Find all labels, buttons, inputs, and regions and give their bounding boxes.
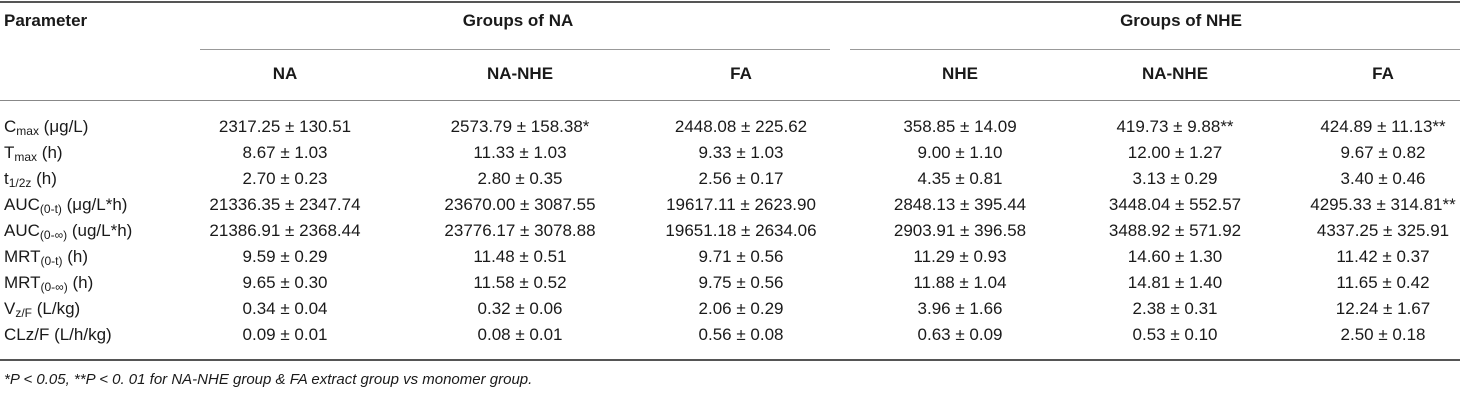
value-cell: 4295.33 ± 314.81** (1310, 195, 1456, 214)
value-cell: 3488.92 ± 571.92 (1108, 221, 1242, 240)
value-cell: 23670.00 ± 3087.55 (444, 195, 596, 214)
column-header: FA (730, 64, 752, 83)
value-cell: 9.33 ± 1.03 (698, 143, 784, 162)
value-cell: 8.67 ± 1.03 (242, 143, 328, 162)
value-cell: 11.33 ± 1.03 (473, 143, 567, 162)
column-header: NA-NHE (1141, 64, 1209, 83)
value-cell: 2.38 ± 0.31 (1132, 299, 1218, 318)
value-cell: 11.88 ± 1.04 (913, 273, 1007, 292)
parameter-cell: MRT(0-t) (h) (4, 247, 89, 268)
value-cell: 9.75 ± 0.56 (698, 273, 784, 292)
value-cell: 21336.35 ± 2347.74 (209, 195, 361, 214)
parameter-cell: MRT(0-∞) (h) (4, 273, 94, 294)
value-cell: 2848.13 ± 395.44 (893, 195, 1027, 214)
value-cell: 0.53 ± 0.10 (1132, 325, 1218, 344)
value-cell: 14.81 ± 1.40 (1127, 273, 1223, 292)
value-cell: 0.32 ± 0.06 (477, 299, 563, 318)
column-header: FA (1372, 64, 1394, 83)
parameter-cell: AUC(0-t) (μg/L*h) (4, 195, 128, 216)
value-cell: 2573.79 ± 158.38* (450, 117, 590, 136)
value-cell: 21386.91 ± 2368.44 (209, 221, 361, 240)
value-cell: 3448.04 ± 552.57 (1108, 195, 1242, 214)
value-cell: 11.29 ± 0.93 (913, 247, 1007, 266)
group-na-header: Groups of NA (462, 11, 574, 30)
column-header: NA-NHE (486, 64, 554, 83)
value-cell: 419.73 ± 9.88** (1116, 117, 1234, 136)
value-cell: 9.67 ± 0.82 (1340, 143, 1426, 162)
parameter-cell: Cmax (μg/L) (4, 117, 89, 138)
parameter-cell: CLz/F (L/h/kg) (4, 325, 112, 344)
table-top-rule (0, 1, 1460, 3)
value-cell: 3.13 ± 0.29 (1132, 169, 1218, 188)
value-cell: 11.48 ± 0.51 (473, 247, 567, 266)
value-cell: 4337.25 ± 325.91 (1316, 221, 1450, 240)
value-cell: 358.85 ± 14.09 (903, 117, 1017, 136)
value-cell: 3.40 ± 0.46 (1340, 169, 1426, 188)
value-cell: 9.65 ± 0.30 (242, 273, 328, 292)
footnote: *P < 0.05, **P < 0. 01 for NA-NHE group … (4, 371, 533, 388)
header-bottom-rule (0, 100, 1460, 101)
value-cell: 2.50 ± 0.18 (1340, 325, 1426, 344)
value-cell: 14.60 ± 1.30 (1127, 247, 1223, 266)
value-cell: 2.80 ± 0.35 (477, 169, 563, 188)
value-cell: 9.00 ± 1.10 (917, 143, 1003, 162)
value-cell: 0.56 ± 0.08 (698, 325, 784, 344)
group-na-rule (200, 49, 830, 50)
column-header: NA (272, 64, 298, 83)
value-cell: 2317.25 ± 130.51 (218, 117, 352, 136)
table-bottom-rule (0, 359, 1460, 361)
value-cell: 2.56 ± 0.17 (698, 169, 784, 188)
value-cell: 19651.18 ± 2634.06 (665, 221, 817, 240)
value-cell: 2.70 ± 0.23 (242, 169, 328, 188)
value-cell: 2448.08 ± 225.62 (674, 117, 808, 136)
value-cell: 12.00 ± 1.27 (1127, 143, 1223, 162)
value-cell: 3.96 ± 1.66 (917, 299, 1003, 318)
value-cell: 9.59 ± 0.29 (242, 247, 328, 266)
parameter-cell: t1/2z (h) (4, 169, 57, 190)
value-cell: 11.58 ± 0.52 (473, 273, 567, 292)
group-nhe-rule (850, 49, 1460, 50)
value-cell: 9.71 ± 0.56 (698, 247, 784, 266)
value-cell: 12.24 ± 1.67 (1335, 299, 1431, 318)
value-cell: 0.09 ± 0.01 (242, 325, 328, 344)
parameter-cell: AUC(0-∞) (ug/L*h) (4, 221, 133, 242)
value-cell: 0.63 ± 0.09 (917, 325, 1003, 344)
group-nhe-header: Groups of NHE (1120, 11, 1242, 30)
parameter-header: Parameter (4, 11, 88, 30)
value-cell: 23776.17 ± 3078.88 (444, 221, 596, 240)
value-cell: 2.06 ± 0.29 (698, 299, 784, 318)
value-cell: 0.08 ± 0.01 (477, 325, 563, 344)
parameter-cell: Tmax (h) (4, 143, 63, 164)
value-cell: 0.34 ± 0.04 (242, 299, 328, 318)
parameter-cell: Vz/F (L/kg) (4, 299, 81, 320)
value-cell: 11.65 ± 0.42 (1336, 273, 1430, 292)
column-header: NHE (942, 64, 978, 83)
value-cell: 19617.11 ± 2623.90 (666, 195, 816, 214)
value-cell: 424.89 ± 11.13** (1320, 117, 1446, 136)
value-cell: 4.35 ± 0.81 (917, 169, 1003, 188)
value-cell: 2903.91 ± 396.58 (893, 221, 1027, 240)
value-cell: 11.42 ± 0.37 (1336, 247, 1430, 266)
